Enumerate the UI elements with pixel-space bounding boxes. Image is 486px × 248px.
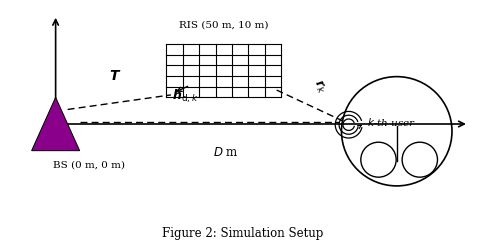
Text: Figure 2: Simulation Setup: Figure 2: Simulation Setup — [162, 227, 324, 240]
Text: $k$-th user: $k$-th user — [367, 116, 416, 128]
Text: RIS (50 m, 10 m): RIS (50 m, 10 m) — [179, 20, 269, 30]
Text: $\boldsymbol{h}_{\mathrm{d},k}$: $\boldsymbol{h}_{\mathrm{d},k}$ — [172, 87, 199, 105]
Text: $\boldsymbol{T}$: $\boldsymbol{T}$ — [109, 68, 122, 83]
Polygon shape — [32, 97, 80, 151]
Text: BS (0 m, 0 m): BS (0 m, 0 m) — [53, 160, 125, 169]
Text: $\boldsymbol{r}_k$: $\boldsymbol{r}_k$ — [311, 77, 330, 96]
Text: $D$ m: $D$ m — [213, 146, 239, 159]
